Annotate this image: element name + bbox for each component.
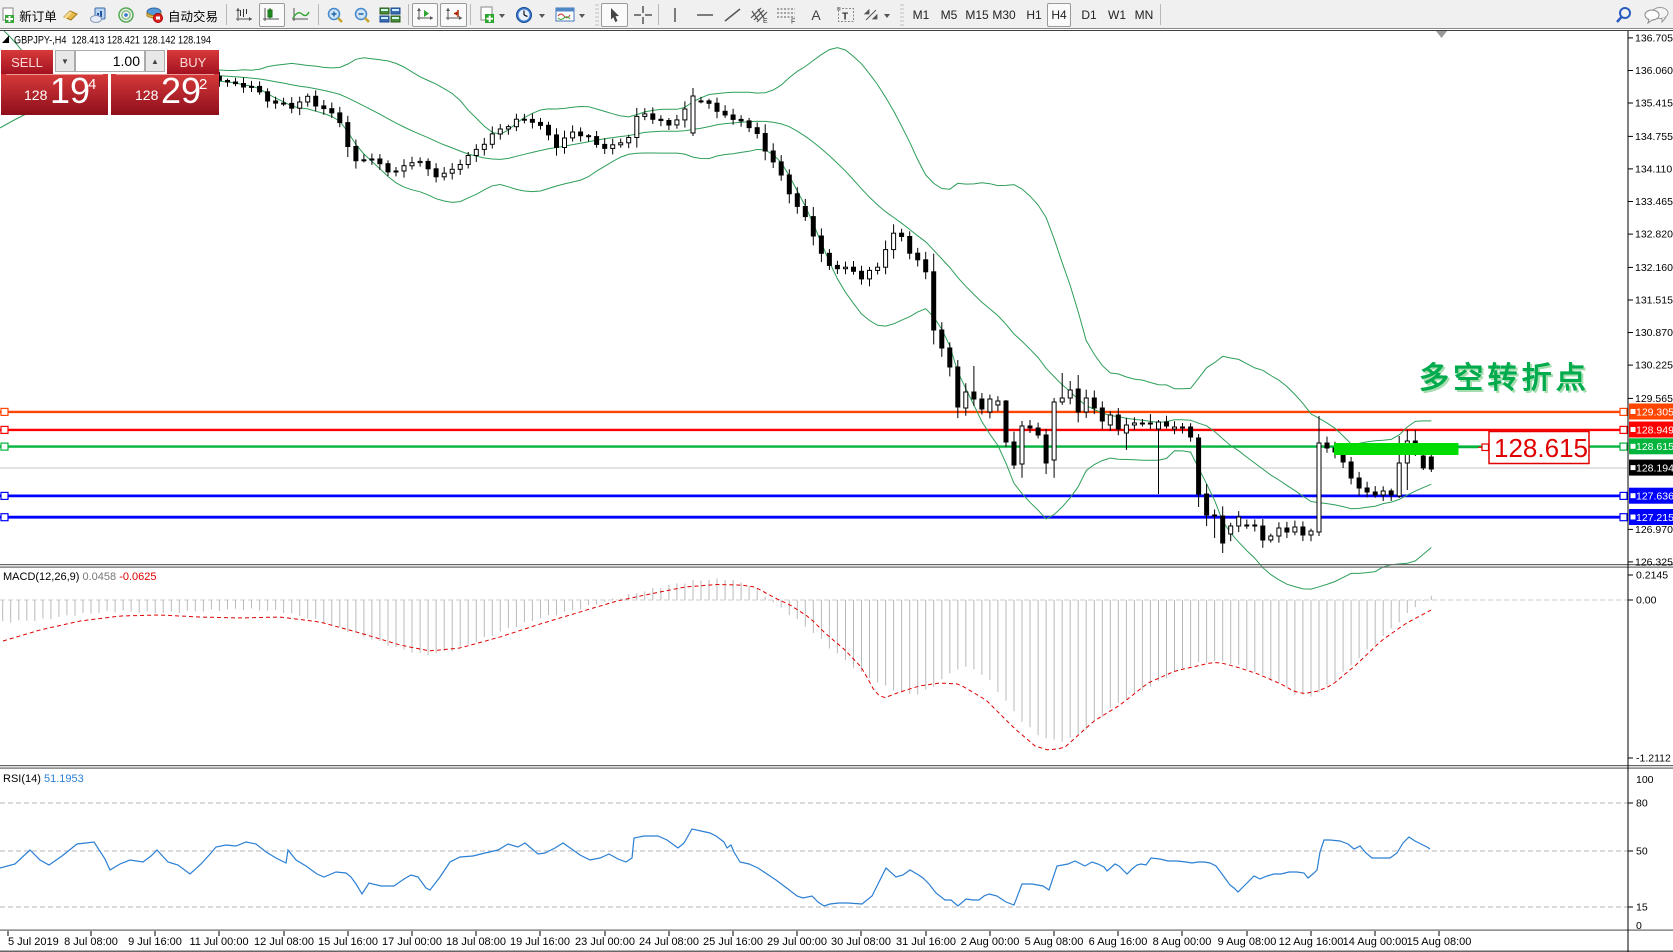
svg-text:25 Jul 16:00: 25 Jul 16:00 [703,936,763,948]
svg-text:127.636: 127.636 [1636,491,1673,503]
svg-text:18 Jul 08:00: 18 Jul 08:00 [446,936,506,948]
svg-text:134.755: 134.755 [1635,131,1673,143]
svg-text:8 Aug 00:00: 8 Aug 00:00 [1153,936,1212,948]
svg-text:127.215: 127.215 [1636,512,1673,524]
svg-text:RSI(14) 51.1953: RSI(14) 51.1953 [3,773,84,785]
svg-text:50: 50 [1636,846,1648,858]
svg-text:129.565: 129.565 [1635,393,1673,405]
svg-text:E: E [763,18,768,24]
svg-text:15 Aug 08:00: 15 Aug 08:00 [1407,936,1472,948]
svg-text:5 Jul 2019: 5 Jul 2019 [8,936,59,948]
svg-text:132.160: 132.160 [1635,262,1673,274]
svg-text:132.820: 132.820 [1635,229,1673,241]
svg-text:19 Jul 16:00: 19 Jul 16:00 [510,936,570,948]
svg-text:F: F [791,19,795,25]
svg-text:131.515: 131.515 [1635,295,1673,307]
svg-text:126.970: 126.970 [1635,524,1673,536]
svg-text:129.305: 129.305 [1636,406,1673,418]
svg-text:MACD(12,26,9) 0.0458 -0.0625: MACD(12,26,9) 0.0458 -0.0625 [3,571,157,583]
svg-text:128.949: 128.949 [1636,424,1673,436]
svg-text:11 Jul 00:00: 11 Jul 00:00 [189,936,248,948]
svg-text:136.705: 136.705 [1635,32,1673,44]
svg-text:多空转折点: 多空转折点 [1421,364,1592,397]
svg-text:136.060: 136.060 [1635,65,1673,77]
svg-text:23 Jul 00:00: 23 Jul 00:00 [575,936,635,948]
svg-text:126.325: 126.325 [1635,556,1673,568]
svg-text:14 Aug 00:00: 14 Aug 00:00 [1343,936,1408,948]
svg-text:133.465: 133.465 [1635,196,1673,208]
svg-text:100: 100 [1636,774,1654,786]
svg-text:多空转折点: 多空转折点 [1419,362,1590,395]
svg-text:17 Jul 00:00: 17 Jul 00:00 [382,936,442,948]
svg-text:2 Aug 00:00: 2 Aug 00:00 [961,936,1020,948]
svg-text:9 Aug 08:00: 9 Aug 08:00 [1218,936,1277,948]
svg-text:80: 80 [1636,798,1648,810]
svg-text:135.415: 135.415 [1635,98,1673,110]
svg-text:24 Jul 08:00: 24 Jul 08:00 [639,936,699,948]
svg-text:130.225: 130.225 [1635,360,1673,372]
svg-text:12 Jul 08:00: 12 Jul 08:00 [254,936,314,948]
svg-text:T: T [842,11,848,22]
svg-text:8 Jul 08:00: 8 Jul 08:00 [64,936,118,948]
svg-text:130.870: 130.870 [1635,327,1673,339]
svg-text:0: 0 [1636,920,1642,932]
svg-text:6 Aug 16:00: 6 Aug 16:00 [1089,936,1148,948]
svg-text:128.194: 128.194 [1636,462,1673,474]
svg-text:-1.2112: -1.2112 [1636,753,1671,765]
svg-text:128.615: 128.615 [1636,441,1673,453]
svg-text:15 Jul 16:00: 15 Jul 16:00 [318,936,378,948]
svg-text:15: 15 [1636,902,1648,914]
svg-text:128.615: 128.615 [1494,433,1588,463]
svg-text:30 Jul 08:00: 30 Jul 08:00 [831,936,891,948]
svg-text:5 Aug 08:00: 5 Aug 08:00 [1025,936,1084,948]
svg-text:0.00: 0.00 [1636,595,1657,607]
svg-text:31 Jul 16:00: 31 Jul 16:00 [896,936,956,948]
svg-text:GBPJPY-,H4 128.413 128.421 12: GBPJPY-,H4 128.413 128.421 128.142 128.1… [14,35,211,47]
svg-text:29 Jul 00:00: 29 Jul 00:00 [767,936,827,948]
svg-text:9 Jul 16:00: 9 Jul 16:00 [128,936,182,948]
svg-text:12 Aug 16:00: 12 Aug 16:00 [1279,936,1344,948]
svg-text:134.110: 134.110 [1635,163,1672,175]
svg-text:0.2145: 0.2145 [1636,570,1668,582]
